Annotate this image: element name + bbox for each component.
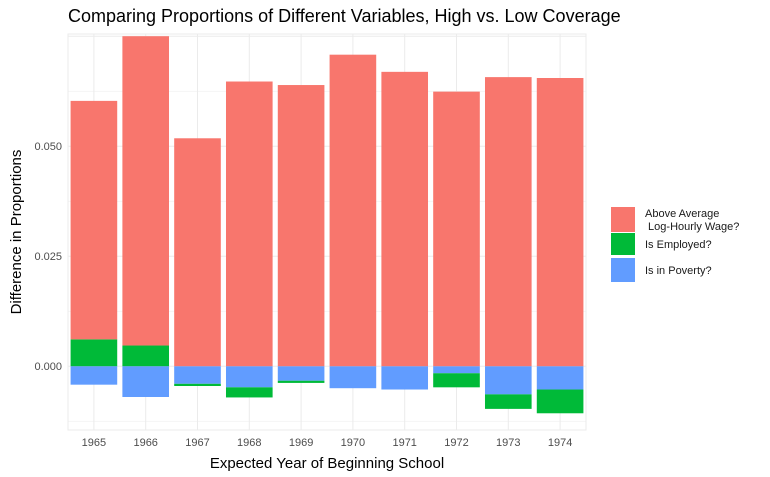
x-tick-label: 1966: [133, 437, 157, 449]
poverty-bar: [484, 366, 532, 395]
wage-bar: [70, 100, 118, 340]
x-tick-label: 1968: [237, 437, 261, 449]
employed-bar: [122, 345, 170, 367]
x-tick-label: 1965: [82, 437, 106, 449]
wage-bar: [484, 77, 532, 367]
legend-label: Is in Poverty?: [645, 265, 712, 277]
legend-label: Above Average Log-Hourly Wage?: [645, 208, 739, 233]
wage-bar: [277, 85, 325, 367]
legend-label: Is Employed?: [645, 239, 712, 251]
y-axis-title: Difference in Proportions: [8, 150, 25, 315]
poverty-bar: [277, 366, 325, 381]
poverty-bar: [70, 366, 118, 385]
poverty-bar: [329, 366, 377, 389]
poverty-bar: [174, 366, 221, 384]
employed-bar: [433, 373, 480, 388]
poverty-bar: [122, 366, 170, 397]
x-tick-label: 1969: [289, 437, 313, 449]
y-tick-label: 0.050: [34, 141, 62, 153]
y-tick-label: 0.000: [34, 361, 62, 373]
wage-bar: [381, 71, 429, 367]
legend: Above Average Log-Hourly Wage? Is Employe…: [611, 207, 739, 282]
x-axis-ticks: 1965 1966 1967 1968 1969 1970 1971 1972 1973 1974: [82, 437, 573, 449]
employed-bar: [225, 387, 273, 398]
employed-bar: [536, 389, 584, 414]
x-tick-label: 1971: [392, 437, 416, 449]
wage-bar: [225, 81, 273, 367]
x-tick-label: 1972: [444, 437, 468, 449]
x-axis-title: Expected Year of Beginning School: [210, 455, 444, 472]
poverty-bar: [433, 366, 480, 374]
wage-bar: [433, 91, 480, 367]
employed-bar: [277, 380, 325, 383]
employed-bar: [484, 394, 532, 409]
y-axis-ticks: 0.000 0.025 0.050: [34, 141, 62, 373]
poverty-bar: [381, 366, 429, 390]
wage-bar: [536, 78, 584, 367]
chart-title: Comparing Proportions of Different Varia…: [68, 6, 621, 26]
wage-bar: [174, 138, 221, 367]
legend-key: [611, 258, 635, 282]
wage-bar: [329, 54, 377, 367]
x-tick-label: 1967: [185, 437, 209, 449]
bars: [70, 36, 584, 414]
legend-key: [611, 207, 635, 232]
x-tick-label: 1974: [548, 437, 572, 449]
x-tick-label: 1970: [341, 437, 365, 449]
wage-bar: [122, 36, 170, 346]
employed-bar: [70, 339, 118, 367]
employed-bar: [174, 383, 221, 386]
y-tick-label: 0.025: [34, 251, 62, 263]
poverty-bar: [536, 366, 584, 390]
x-tick-label: 1973: [496, 437, 520, 449]
legend-key: [611, 233, 635, 255]
poverty-bar: [225, 366, 273, 388]
